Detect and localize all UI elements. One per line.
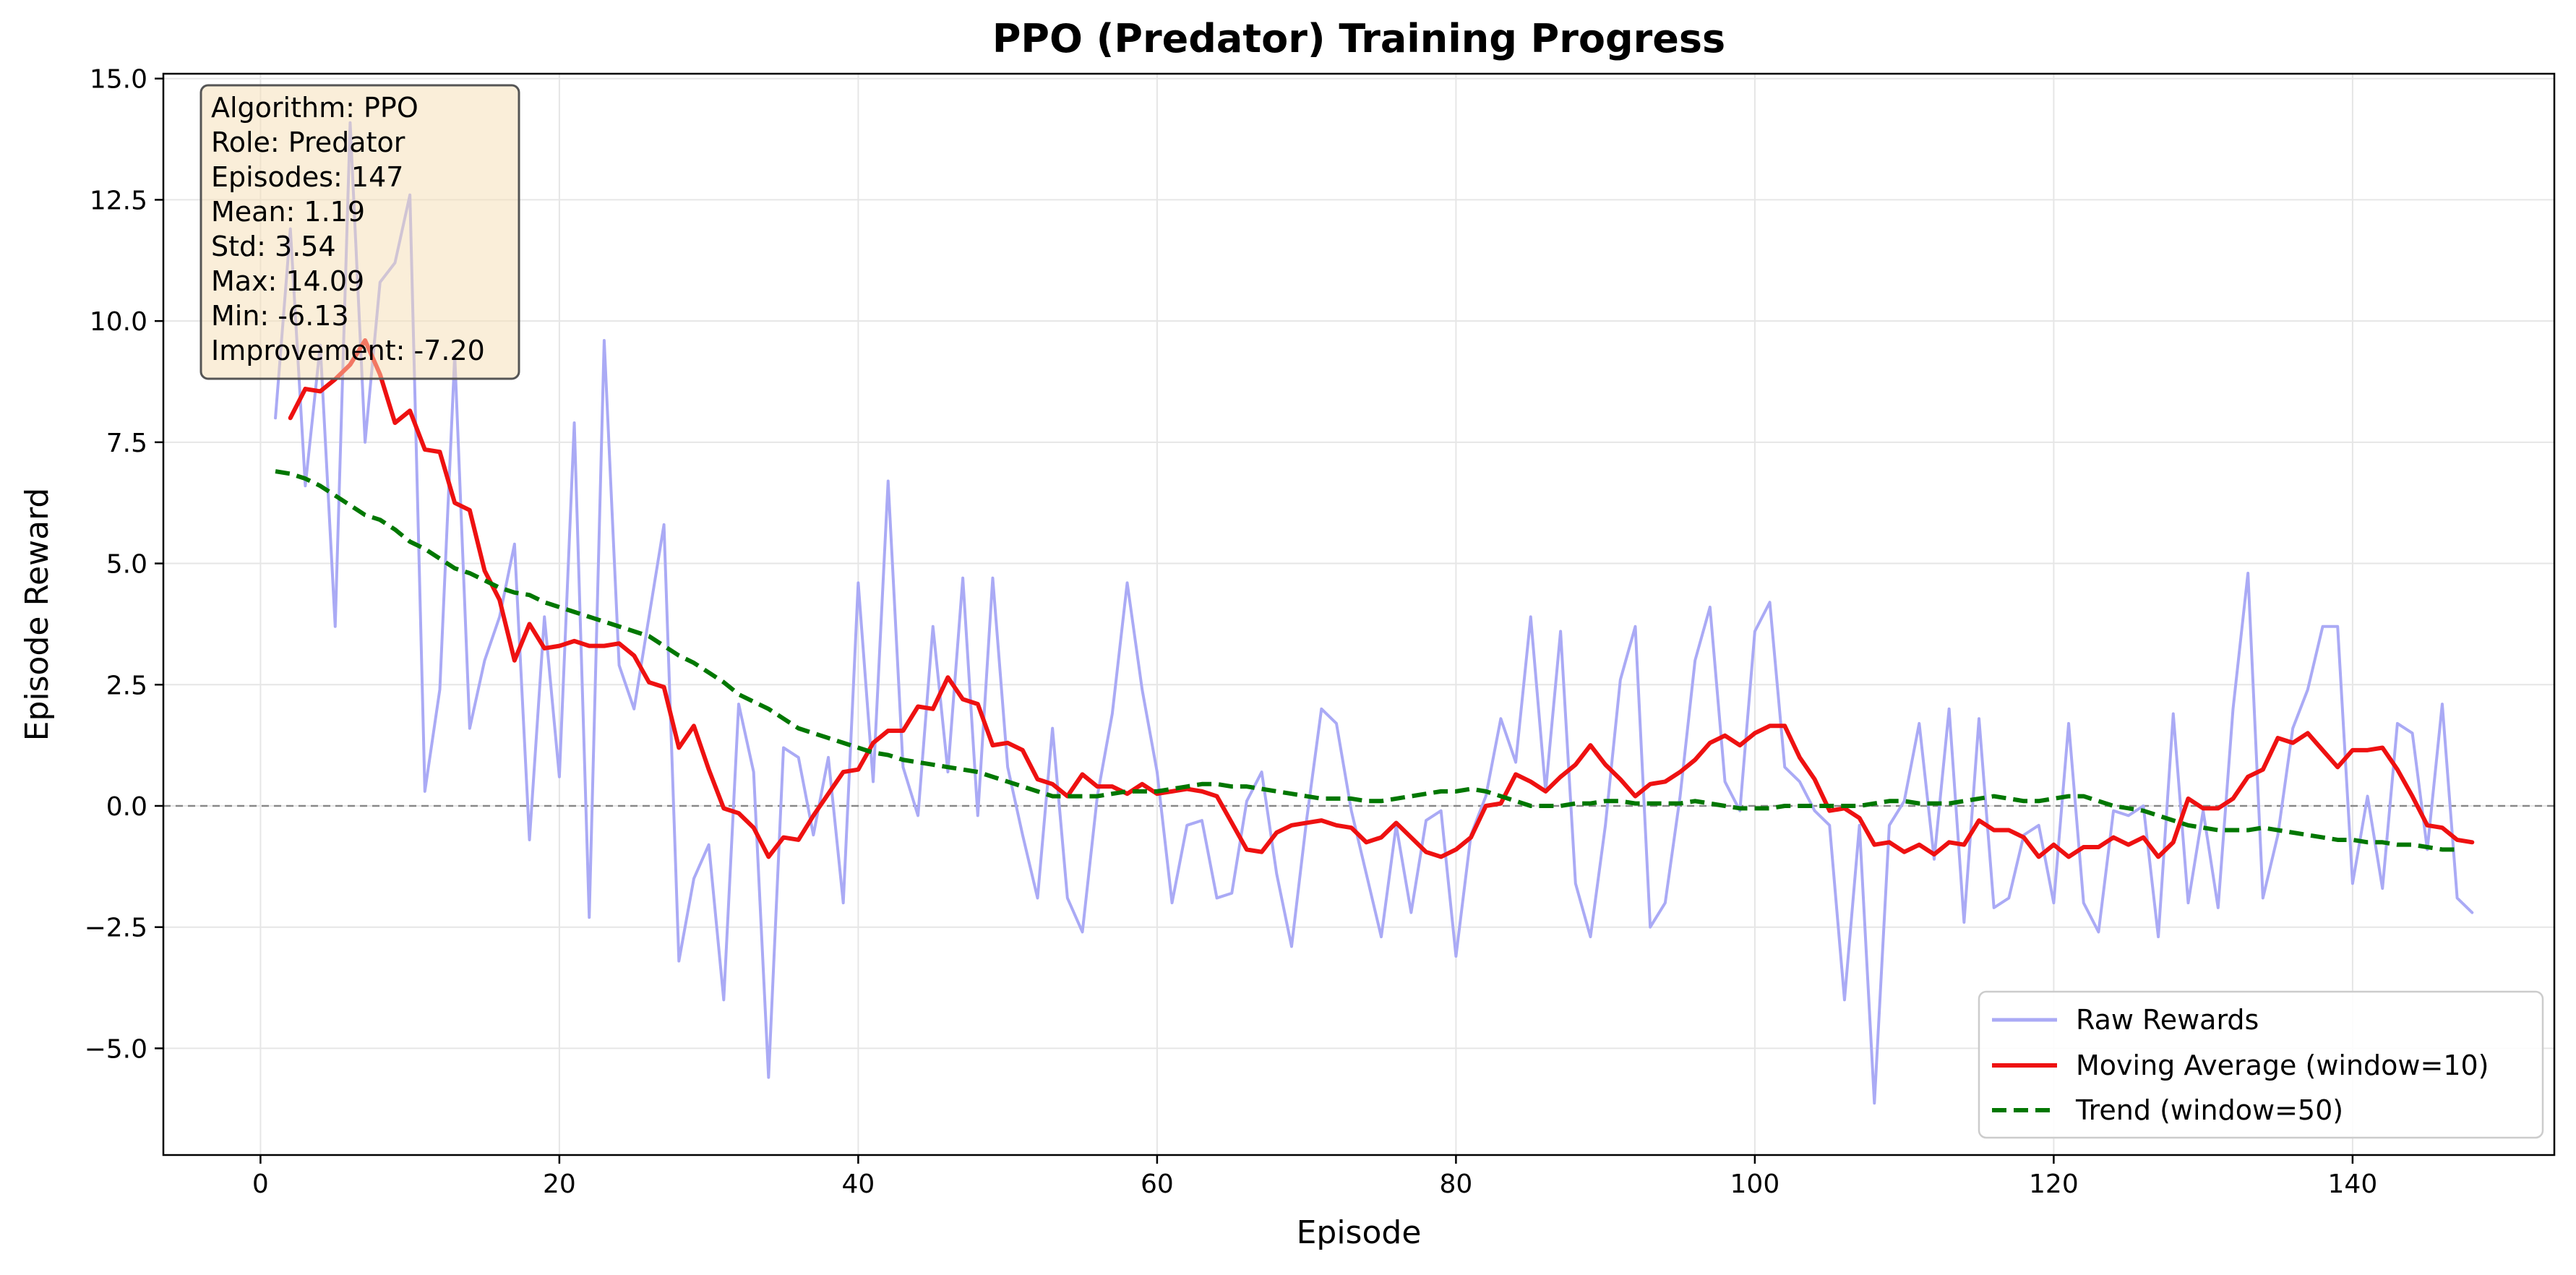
stats-role: Role: Predator	[211, 126, 405, 158]
stats-mean: Mean: 1.19	[211, 196, 365, 228]
legend-label-trend: Trend (window=50)	[2075, 1094, 2343, 1126]
stats-improvement: Improvement: -7.20	[211, 335, 485, 366]
moving-average-line	[288, 338, 2475, 859]
raw-rewards-line	[274, 121, 2474, 1105]
series-layer	[274, 121, 2475, 1105]
legend-box	[1978, 990, 2544, 1139]
ticks-layer: 0 20 40 60 80 100 120 140 −5.0 −2.5 0.0 2.5 5.0 7.5 10…	[85, 65, 2378, 1199]
x-tick-label: 80	[1439, 1169, 1472, 1199]
y-tick-label: 2.5	[106, 671, 147, 700]
legend-label-moving-average: Moving Average (window=10)	[2076, 1049, 2489, 1081]
y-tick-label: 12.5	[90, 186, 147, 215]
y-axis-label: Episode Reward	[19, 488, 56, 742]
y-tick-label: 7.5	[106, 429, 147, 458]
x-tick-label: 60	[1141, 1169, 1174, 1199]
trend-line	[275, 469, 2457, 852]
y-tick-label: −5.0	[85, 1034, 147, 1064]
stats-episodes: Episodes: 147	[211, 161, 403, 193]
stats-std: Std: 3.54	[211, 231, 336, 262]
y-tick-label: 15.0	[90, 65, 147, 95]
y-tick-label: −2.5	[85, 914, 147, 943]
legend-label-raw-rewards: Raw Rewards	[2076, 1004, 2259, 1036]
x-tick-label: 120	[2029, 1169, 2079, 1199]
x-tick-label: 100	[1730, 1169, 1780, 1199]
stats-box-background	[199, 84, 520, 380]
y-tick-label: 10.0	[90, 307, 147, 337]
x-tick-label: 20	[543, 1169, 576, 1199]
x-tick-label: 140	[2328, 1169, 2378, 1199]
x-tick-label: 0	[252, 1169, 269, 1199]
y-tick-label: 0.0	[106, 792, 147, 822]
x-tick-label: 40	[841, 1169, 875, 1199]
plot-frame	[162, 72, 2556, 1156]
stats-min: Min: -6.13	[211, 300, 349, 332]
stats-algorithm: Algorithm: PPO	[211, 92, 418, 124]
stats-max: Max: 14.09	[211, 265, 364, 297]
stats-box: Algorithm: PPO Role: Predator Episodes: …	[199, 84, 520, 380]
legend: Raw Rewards Moving Average (window=10) T…	[1978, 990, 2544, 1139]
chart-title: PPO (Predator) Training Progress	[992, 16, 1725, 61]
x-axis-label: Episode	[1297, 1214, 1422, 1251]
y-tick-label: 5.0	[106, 550, 147, 580]
